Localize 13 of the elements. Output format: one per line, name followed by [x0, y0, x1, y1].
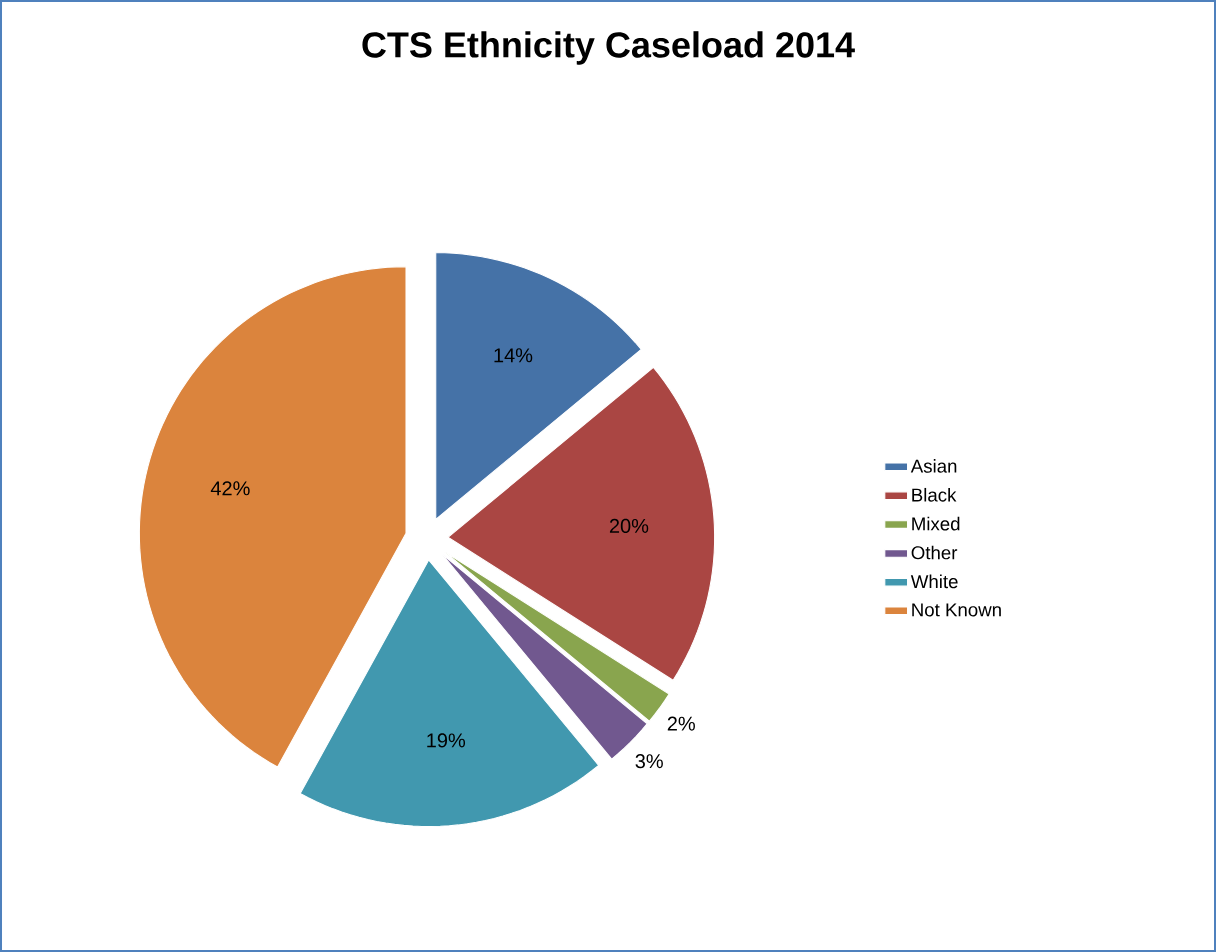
legend-label: Other	[911, 545, 958, 560]
legend-label: Black	[912, 487, 957, 502]
data-label: 2%	[667, 716, 695, 731]
legend-label: Asian	[910, 459, 957, 473]
legend-label: Not Known	[912, 603, 1001, 617]
chart-title: CTS Ethnicity Caseload 2014	[362, 31, 855, 65]
data-label: 20%	[609, 518, 649, 533]
data-label: 3%	[635, 754, 663, 769]
legend-label: White	[910, 574, 958, 589]
data-label: 14%	[494, 348, 533, 363]
data-label: 19%	[427, 733, 466, 748]
data-label: 42%	[210, 481, 250, 496]
legend-label: Mixed	[912, 516, 960, 531]
